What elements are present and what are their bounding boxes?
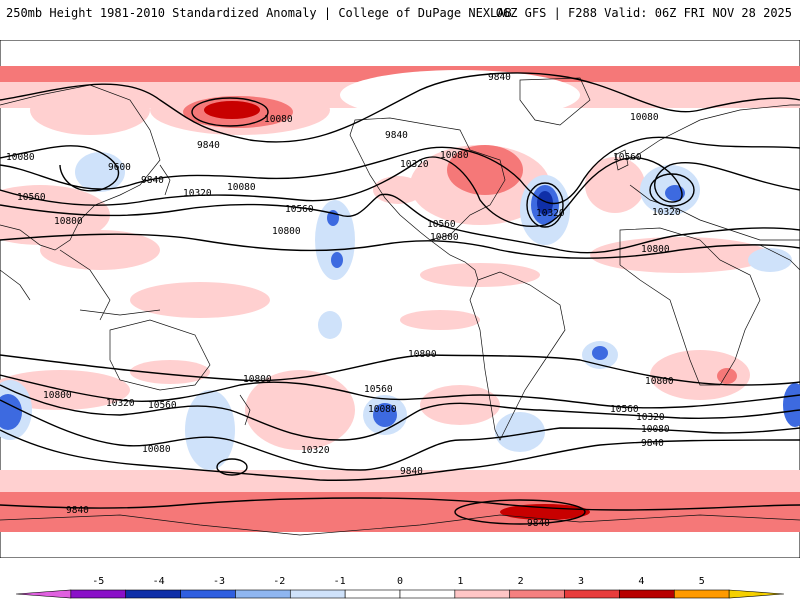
colorbar-swatch: [180, 589, 236, 599]
contour-label: 9840: [488, 72, 511, 83]
contour-label: 10800: [641, 244, 670, 255]
contour-label: 10320: [301, 445, 330, 456]
contour-label: 10560: [17, 192, 46, 203]
contour-label: 10800: [54, 216, 83, 227]
colorbar-tick-label: 3: [578, 576, 584, 587]
colorbar-tick-label: 5: [699, 576, 705, 587]
contour-label: 10560: [613, 152, 642, 163]
coastlines: [0, 77, 800, 536]
contour-label: 9840: [197, 140, 220, 151]
colorbar: -5 -4 -3 -2 -1 0 1 2 3 4 5: [0, 568, 800, 600]
colorbar-tick-label: 4: [638, 576, 644, 587]
anomaly-map: 9840 10080 9840 10080 9600 9840 10080 10…: [0, 40, 800, 558]
contour-label: 10560: [427, 219, 456, 230]
contour-label: 9600: [108, 162, 131, 173]
colorbar-tick-label: -5: [92, 576, 104, 587]
header: 250mb Height 1981-2010 Standardized Anom…: [0, 0, 800, 40]
colorbar-tick-label: -3: [213, 576, 225, 587]
contour-label: 10320: [636, 412, 665, 423]
contour-label: 10800: [243, 374, 272, 385]
colorbar-swatch: [344, 589, 401, 599]
contour-label: 10320: [106, 398, 135, 409]
contour-label: 10080: [227, 182, 256, 193]
contour-label: 10800: [645, 376, 674, 387]
contour-label: 9840: [385, 130, 408, 141]
contour-label: 10560: [610, 404, 639, 415]
colorbar-swatch: [509, 589, 565, 599]
colorbar-swatch: [454, 589, 511, 599]
colorbar-swatch: [399, 589, 456, 599]
contour-label: 10320: [400, 159, 429, 170]
contour-label: 10560: [148, 400, 177, 411]
contour-label: 10800: [43, 390, 72, 401]
contour-label: 10080: [641, 424, 670, 435]
contour-label: 10800: [408, 349, 437, 360]
colorbar-swatch: [70, 589, 127, 599]
contour-label: 9840: [641, 438, 664, 449]
height-contours: [0, 72, 800, 525]
contour-label: 10320: [183, 188, 212, 199]
colorbar-swatch: [289, 589, 346, 599]
contour-label: 9840: [141, 175, 164, 186]
colorbar-tick-label: 1: [457, 576, 463, 587]
colorbar-tick-label: 0: [397, 576, 403, 587]
contour-label: 10560: [285, 204, 314, 215]
contour-label: 10080: [630, 112, 659, 123]
contour-label: 9840: [400, 466, 423, 477]
contour-label: 10320: [536, 208, 565, 219]
contour-label: 10080: [440, 150, 469, 161]
colorbar-swatch: [564, 589, 620, 599]
colorbar-swatch: [619, 589, 675, 599]
contour-labels: 9840 10080 9840 10080 9600 9840 10080 10…: [6, 72, 681, 529]
contour-label: 9840: [527, 518, 550, 529]
header-valid-time: 06Z GFS | F288 Valid: 06Z FRI NOV 28 202…: [495, 6, 792, 20]
colorbar-swatch: [673, 589, 730, 599]
contour-label: 10800: [272, 226, 301, 237]
colorbar-swatch: [235, 589, 291, 599]
colorbar-tick-label: -4: [153, 576, 165, 587]
anomaly-fill-positive: [0, 66, 800, 532]
colorbar-tick-label: 2: [518, 576, 524, 587]
colorbar-tick-label: -2: [273, 576, 285, 587]
contour-label: 10080: [368, 404, 397, 415]
contour-label: 10320: [652, 207, 681, 218]
contour-label: 10560: [364, 384, 393, 395]
colorbar-swatch: [125, 589, 181, 599]
contour-label: 10080: [6, 152, 35, 163]
header-title: 250mb Height 1981-2010 Standardized Anom…: [6, 6, 512, 20]
contour-label: 10080: [142, 444, 171, 455]
contour-label: 10800: [430, 232, 459, 243]
contour-label: 10080: [264, 114, 293, 125]
colorbar-swatch: [728, 589, 785, 599]
contour-label: 9840: [66, 505, 89, 516]
colorbar-tick-label: -1: [334, 576, 346, 587]
colorbar-swatch: [15, 589, 72, 599]
